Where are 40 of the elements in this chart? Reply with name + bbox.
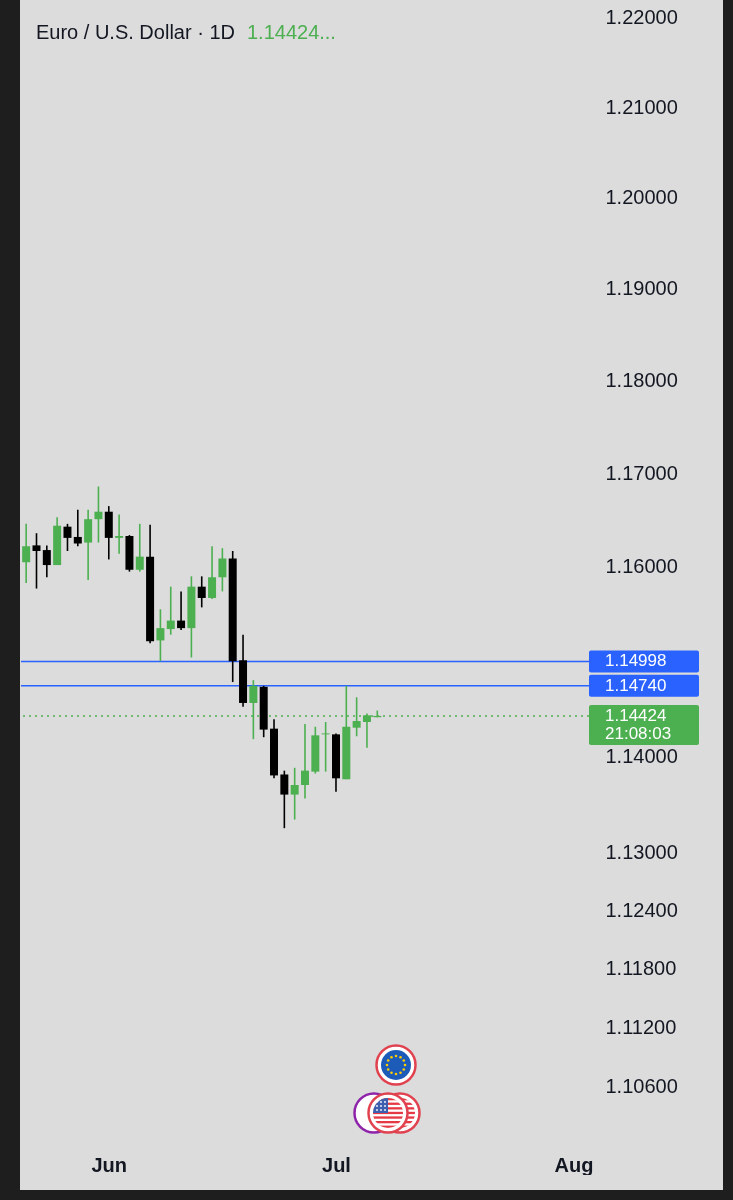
candlestick [197,575,206,609]
candlestick [42,544,51,579]
y-tick-label: 1.21000 [605,95,678,118]
candlestick [84,509,93,581]
y-tick-label: 1.11800 [605,957,677,979]
candlestick [73,509,82,548]
y-tick-label: 1.20000 [605,186,678,209]
candlestick [177,590,186,631]
candlestick [135,523,144,573]
ref-line-label: 1.14998 [605,651,667,671]
y-tick-label: 1.11200 [605,1015,677,1038]
candlestick [208,545,217,600]
candlestick [63,523,72,552]
candlestick [280,769,289,829]
y-tick-label: 1.19000 [605,277,678,300]
x-tick-label: Jun [91,1153,128,1176]
y-tick-label: 1.14000 [605,744,678,767]
x-tick-label: Aug [554,1153,594,1176]
text: 1.14424... [246,21,336,43]
candlestick [218,547,227,593]
ref-line-label: 1.14424 21:08:03 [605,705,672,743]
candlestick [94,485,103,544]
candlestick [22,523,31,584]
candlestick [166,585,175,636]
y-tick-label: 1.17000 [605,461,678,484]
candlestick [156,608,165,663]
ref-line-label: 1.14740 [605,675,667,695]
y-tick-label: 1.12400 [605,898,678,921]
candlestick [301,723,309,800]
candlestick [321,721,330,773]
y-tick-label: 1.16000 [605,555,678,578]
y-tick-label: 1.18000 [605,369,678,392]
y-tick-label: 1.13000 [605,840,678,863]
y-tick-label: 1.22000 [605,6,678,29]
candlestick [115,513,124,555]
x-tick-label: Jul [322,1153,351,1176]
text: Euro / U.S. Dollar · 1D [36,21,235,43]
candlestick [290,766,299,821]
candlestick [32,532,41,590]
y-tick-label: 1.10600 [605,1074,678,1097]
